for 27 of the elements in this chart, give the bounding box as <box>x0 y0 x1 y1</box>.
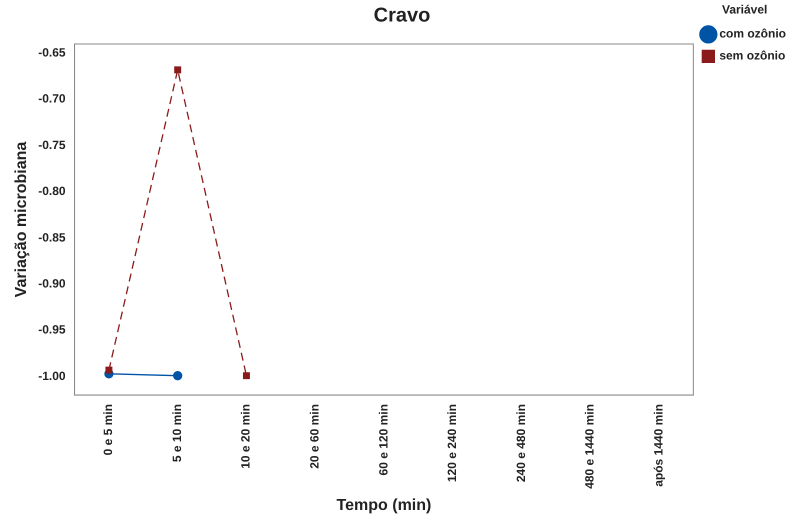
x-tick-label: 60 e 120 min <box>376 404 390 476</box>
legend-title: Variável <box>722 2 768 16</box>
y-axis-title: Variação microbiana <box>13 142 30 298</box>
y-tick-label: -0.80 <box>38 184 66 198</box>
y-tick-label: -0.85 <box>38 230 66 244</box>
x-tick-label: 480 e 1440 min <box>582 404 597 489</box>
point <box>105 366 112 374</box>
y-tick-label: -0.90 <box>38 276 66 291</box>
x-axis-title: Tempo (min) <box>336 496 432 514</box>
legend-label: sem ozônio <box>719 48 786 63</box>
x-tick-label: 10 e 20 min <box>238 404 253 469</box>
y-tick-label: -0.75 <box>38 138 66 152</box>
x-tick-label: 5 e 10 min <box>170 404 184 462</box>
x-tick-label: 120 e 240 min <box>445 404 460 482</box>
x-tick-label: após 1440 min <box>651 404 666 487</box>
y-tick-label: -0.65 <box>38 46 66 60</box>
x-tick-label: 20 e 60 min <box>308 404 322 469</box>
chart-title: Cravo <box>374 4 430 27</box>
y-tick-label: -0.95 <box>38 322 66 337</box>
x-tick-label: 240 e 480 min <box>514 404 528 482</box>
x-tick-label: 0 e 5 min <box>101 404 116 456</box>
point <box>242 372 250 380</box>
legend-label: com ozônio <box>719 26 786 41</box>
point <box>173 371 182 380</box>
y-tick-label: -0.70 <box>38 92 66 106</box>
point <box>174 66 182 74</box>
y-tick-label: -1.00 <box>38 368 66 383</box>
